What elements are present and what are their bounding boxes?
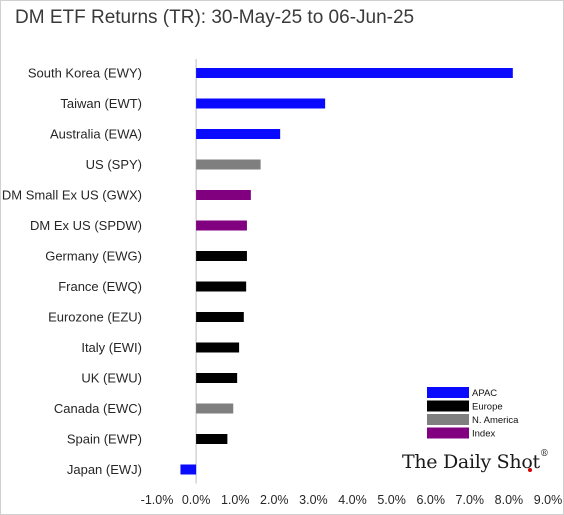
x-tick-label: 3.0%: [299, 493, 328, 507]
bar-canada-ewc: [196, 403, 234, 414]
legend-label: APAC: [472, 388, 497, 399]
bar-eurozone-ezu: [196, 312, 244, 322]
bar-dm-ex-us-spdw: [196, 220, 247, 231]
category-label: DM Small Ex US (GWX): [2, 188, 142, 203]
logo-mark: ®: [539, 449, 549, 459]
legend-label: Index: [472, 429, 495, 440]
bar-dm-small-ex-us-gwx: [196, 190, 251, 200]
bar-south-korea-ewy: [196, 68, 513, 78]
legend-swatch: [427, 400, 469, 412]
legend-swatch: [427, 427, 469, 439]
the-daily-shot-logo: The Daily Shot®: [402, 449, 549, 473]
legend: APAC Europe N. America Index: [427, 387, 519, 440]
category-label: Italy (EWI): [81, 340, 142, 355]
category-label: US (SPY): [86, 157, 142, 172]
bar-france-ewq: [196, 281, 247, 292]
legend-label: Europe: [472, 402, 503, 413]
x-tick-labels: -1.0% 0.0% 1.0% 2.0% 3.0% 4.0% 5.0% 6.0% 7.0% 8.0…: [141, 493, 563, 507]
bar-italy-ewi: [196, 342, 240, 353]
legend-label: N. America: [472, 415, 519, 426]
chart-title: DM ETF Returns (TR): 30-May-25 to 06-Jun…: [15, 7, 415, 28]
category-label: Spain (EWP): [67, 432, 142, 447]
bar-australia-ewa: [196, 129, 281, 139]
bar-us-spy: [196, 159, 261, 170]
x-tick-label: 6.0%: [416, 493, 445, 507]
category-label: Australia (EWA): [50, 127, 142, 142]
legend-swatch: [427, 414, 469, 425]
x-tick-label: 4.0%: [338, 493, 367, 507]
bar-taiwan-ewt: [196, 98, 326, 109]
category-label: Japan (EWJ): [67, 462, 142, 477]
category-label: France (EWQ): [58, 279, 142, 294]
category-label: DM Ex US (SPDW): [30, 218, 142, 233]
category-labels: South Korea (EWY) Taiwan (EWT) Australia (…: [2, 66, 142, 478]
logo-red-dot: [528, 468, 532, 472]
x-tick-label: 5.0%: [377, 493, 406, 507]
x-tick-label: 1.0%: [221, 493, 250, 507]
x-tick-label: 0.0%: [182, 493, 211, 507]
bars-group: [180, 68, 513, 475]
bar-germany-ewg: [196, 251, 247, 261]
bar-japan-ewj: [180, 464, 197, 475]
category-label: Canada (EWC): [54, 401, 142, 416]
x-tick-label: -1.0%: [141, 493, 174, 507]
x-tick-label: 2.0%: [260, 493, 289, 507]
category-label: Eurozone (EZU): [48, 310, 142, 325]
category-label: South Korea (EWY): [28, 66, 142, 81]
legend-swatch: [427, 387, 469, 398]
logo-text: The Daily Shot: [402, 451, 540, 473]
category-label: Taiwan (EWT): [60, 96, 142, 111]
bar-uk-ewu: [196, 373, 238, 383]
bar-spain-ewp: [196, 434, 228, 444]
category-label: Germany (EWG): [45, 249, 142, 264]
category-label: UK (EWU): [81, 371, 142, 386]
x-tick-label: 7.0%: [456, 493, 485, 507]
x-tick-label: 8.0%: [495, 493, 524, 507]
x-tick-label: 9.0%: [534, 493, 563, 507]
